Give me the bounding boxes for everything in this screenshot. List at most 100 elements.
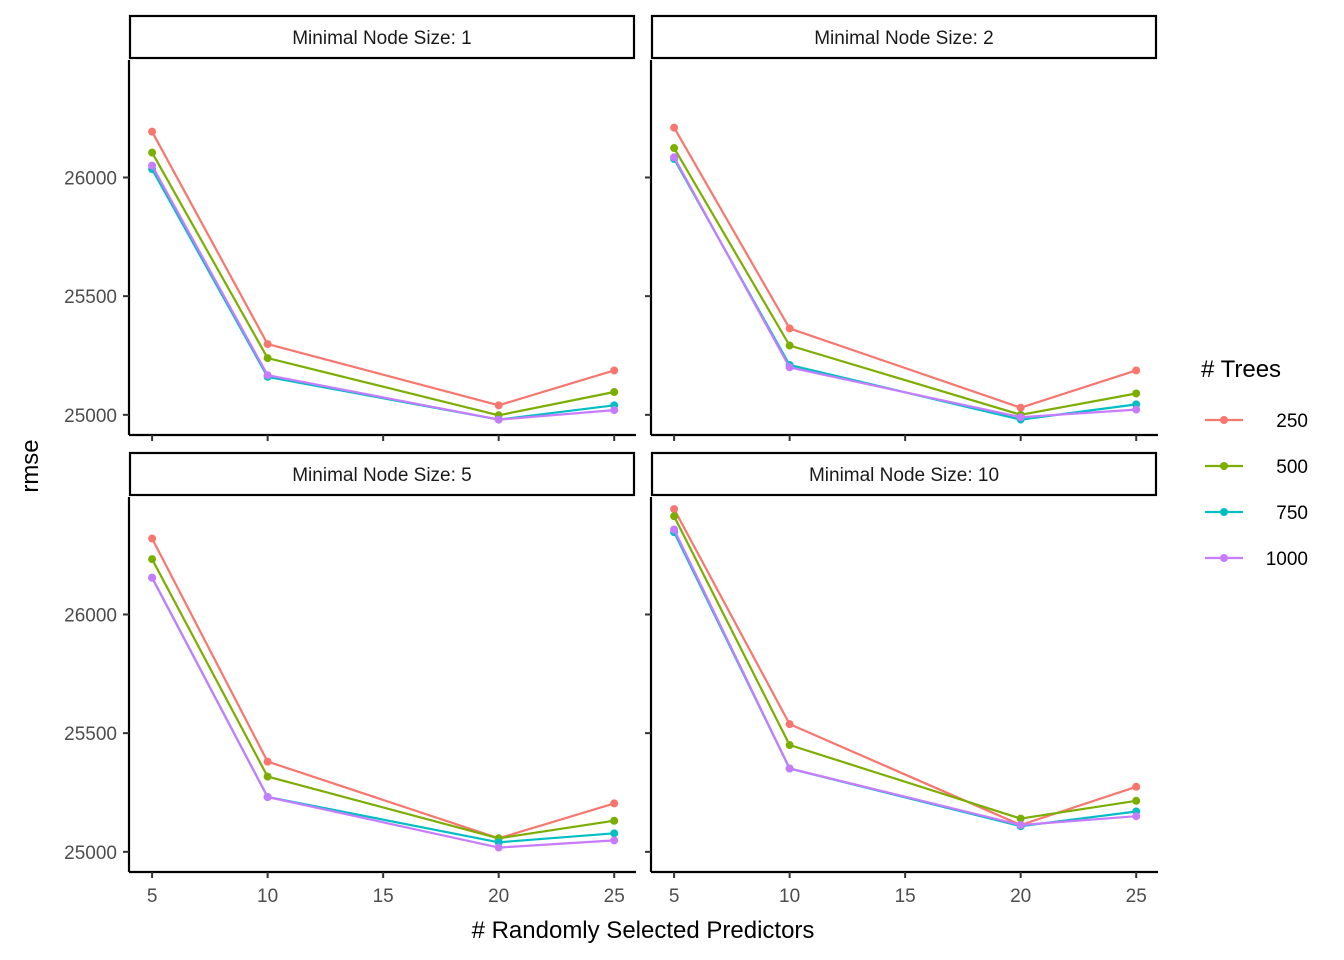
facet-strip-label: Minimal Node Size: 10 <box>809 465 999 486</box>
data-point <box>785 741 794 750</box>
series-line <box>151 152 615 417</box>
data-point <box>670 525 679 534</box>
y-tick-label: 25500 <box>64 724 117 745</box>
data-point <box>1016 403 1025 412</box>
y-tick-label: 25500 <box>64 287 117 308</box>
data-point <box>670 144 679 153</box>
panel-node-size-10: Minimal Node Size: 10 5 10 15 20 25 <box>645 451 1158 907</box>
legend-entry-1000: 1000 <box>1205 549 1308 570</box>
data-point <box>1132 796 1141 805</box>
facet-strip-label: Minimal Node Size: 1 <box>292 28 472 49</box>
data-point <box>785 341 794 350</box>
data-point <box>1016 814 1025 823</box>
data-point <box>610 388 619 397</box>
x-tick-label: 20 <box>488 886 509 907</box>
data-point <box>1132 366 1141 375</box>
data-point <box>148 573 157 582</box>
x-tick-label: 5 <box>669 886 680 907</box>
legend-entry-250: 250 <box>1205 411 1308 432</box>
series-trees-750 <box>148 165 619 424</box>
x-tick-label: 25 <box>1126 886 1147 907</box>
data-point <box>263 772 272 781</box>
x-tick-label: 25 <box>604 886 625 907</box>
data-point <box>263 354 272 363</box>
series-line <box>673 127 1137 409</box>
data-point <box>670 123 679 132</box>
series-trees-500 <box>148 148 619 420</box>
facet-strip <box>128 451 636 497</box>
data-point <box>148 555 157 564</box>
y-axis-title: rmse <box>17 439 44 492</box>
x-tick-label: 15 <box>373 886 394 907</box>
y-tick-label: 25000 <box>64 843 117 864</box>
y-tick-label: 25000 <box>64 406 117 427</box>
legend-key-point <box>1220 508 1228 516</box>
series-trees-1000 <box>148 573 619 852</box>
series-trees-750 <box>670 528 1141 831</box>
series-trees-750 <box>148 573 619 847</box>
legend-label: 750 <box>1276 503 1308 524</box>
series-line <box>151 168 615 421</box>
data-point <box>1016 821 1025 830</box>
data-point <box>494 415 503 424</box>
data-point <box>263 340 272 349</box>
x-axis-title: # Randomly Selected Predictors <box>472 917 815 944</box>
legend-title: # Trees <box>1201 356 1281 383</box>
series-line <box>151 577 615 849</box>
legend-entry-750: 750 <box>1205 503 1308 524</box>
series-trees-1000 <box>670 525 1141 830</box>
data-point <box>785 720 794 729</box>
series-trees-1000 <box>148 161 619 424</box>
facet-strip <box>650 451 1158 497</box>
series-line <box>673 156 1137 419</box>
data-point <box>610 366 619 375</box>
data-point <box>610 816 619 825</box>
panel-node-size-1: Minimal Node Size: 1 25000 25500 26000 <box>64 14 636 441</box>
data-point <box>494 401 503 410</box>
series-trees-500 <box>670 512 1141 823</box>
series-trees-250 <box>670 123 1141 412</box>
data-point <box>610 829 619 838</box>
data-point <box>785 363 794 372</box>
legend-label: 500 <box>1276 457 1308 478</box>
data-point <box>670 512 679 521</box>
series-line <box>151 131 615 407</box>
data-point <box>785 764 794 773</box>
series-line <box>673 529 1137 827</box>
series-trees-500 <box>670 144 1141 419</box>
data-point <box>1132 812 1141 821</box>
data-point <box>1132 389 1141 398</box>
legend-key-point <box>1220 554 1228 562</box>
series-line <box>673 515 1137 820</box>
data-point <box>610 799 619 808</box>
data-point <box>670 153 679 162</box>
x-tick-label: 15 <box>895 886 916 907</box>
data-point <box>263 793 272 801</box>
y-tick-label: 26000 <box>64 605 117 626</box>
x-tick-label: 10 <box>257 886 278 907</box>
data-point <box>263 371 272 380</box>
facet-strip <box>650 14 1158 60</box>
data-point <box>785 324 794 333</box>
x-tick-label: 10 <box>779 886 800 907</box>
series-trees-250 <box>148 127 619 410</box>
legend-key-point <box>1220 416 1228 424</box>
legend: 250 500 750 1000 <box>1205 411 1308 570</box>
y-tick-label: 26000 <box>64 168 117 189</box>
data-point <box>1016 413 1025 422</box>
data-point <box>494 843 503 852</box>
facet-panels: Minimal Node Size: 1250002550026000Minim… <box>64 14 1158 907</box>
data-point <box>148 161 157 170</box>
legend-label: 250 <box>1276 411 1308 432</box>
series-trees-1000 <box>670 153 1141 422</box>
x-tick-label: 5 <box>147 886 158 907</box>
facet-strip <box>128 14 636 60</box>
data-point <box>1132 405 1141 414</box>
series-line <box>673 147 1137 416</box>
data-point <box>610 406 619 415</box>
panel-node-size-2: Minimal Node Size: 2 <box>645 14 1158 441</box>
x-tick-label: 20 <box>1010 886 1031 907</box>
series-line <box>151 165 615 421</box>
legend-key-point <box>1220 462 1228 470</box>
